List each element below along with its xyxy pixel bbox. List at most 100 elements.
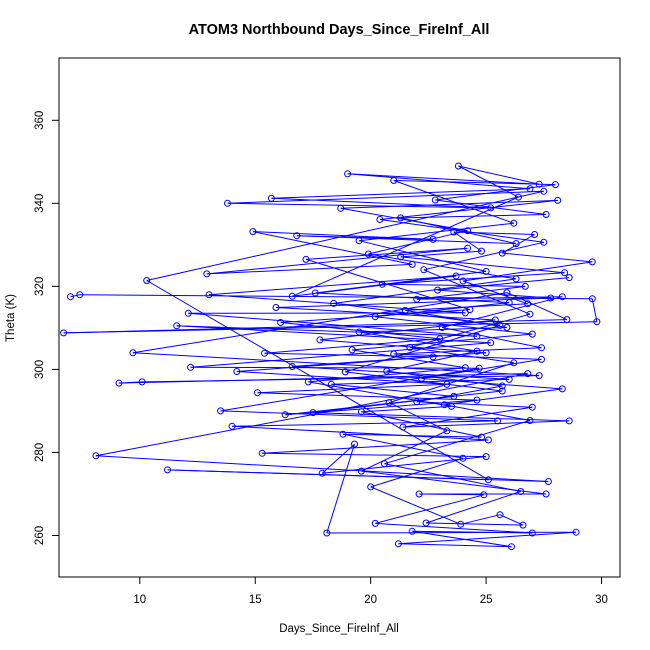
data-point bbox=[302, 255, 310, 263]
data-point bbox=[327, 380, 335, 388]
data-point bbox=[399, 423, 407, 431]
data-point bbox=[510, 359, 518, 367]
data-point bbox=[443, 380, 451, 388]
series-segment bbox=[400, 250, 482, 258]
x-tick-label: 20 bbox=[364, 594, 377, 606]
data-point bbox=[277, 319, 285, 326]
series-segment bbox=[393, 353, 542, 360]
series-segment bbox=[453, 231, 482, 252]
data-point bbox=[164, 466, 171, 474]
data-point bbox=[558, 385, 566, 393]
series-segment bbox=[425, 491, 521, 524]
data-point bbox=[588, 258, 596, 266]
y-tick-label: 260 bbox=[34, 526, 46, 545]
series-segment bbox=[412, 530, 533, 534]
series-segment bbox=[206, 263, 413, 275]
data-point bbox=[498, 249, 506, 257]
series-segment bbox=[421, 378, 563, 390]
series-segment bbox=[379, 219, 544, 243]
series-segment bbox=[342, 433, 482, 438]
series-segment bbox=[257, 392, 477, 401]
data-point bbox=[454, 162, 462, 170]
data-point bbox=[459, 277, 467, 285]
data-point bbox=[524, 370, 532, 378]
data-point bbox=[528, 330, 536, 338]
data-point bbox=[228, 422, 236, 430]
y-tick-label: 340 bbox=[34, 194, 46, 213]
series-segment bbox=[271, 188, 531, 199]
data-point bbox=[452, 272, 460, 280]
data-point bbox=[224, 199, 231, 207]
data-point bbox=[261, 349, 268, 357]
data-point bbox=[484, 476, 492, 484]
data-point bbox=[143, 277, 151, 284]
series-segment bbox=[444, 388, 563, 406]
data-point bbox=[318, 469, 326, 477]
data-point bbox=[267, 194, 275, 202]
series-segment bbox=[382, 283, 526, 287]
series-segment bbox=[340, 199, 558, 209]
series-segment bbox=[435, 184, 556, 201]
data-point bbox=[397, 253, 405, 261]
x-tick-label: 10 bbox=[133, 594, 146, 606]
data-point bbox=[459, 454, 467, 462]
series-segment bbox=[358, 240, 487, 272]
data-point bbox=[205, 291, 213, 299]
series-segment bbox=[384, 420, 531, 465]
series-segment bbox=[70, 294, 80, 298]
series-segment bbox=[312, 395, 454, 414]
data-point bbox=[355, 237, 363, 245]
data-point bbox=[487, 339, 495, 347]
data-point bbox=[348, 346, 356, 354]
series-segment bbox=[462, 280, 528, 305]
data-point bbox=[478, 247, 485, 255]
series-segment bbox=[375, 522, 533, 534]
data-point bbox=[521, 282, 529, 290]
data-point bbox=[434, 286, 442, 294]
series-segment bbox=[280, 309, 470, 323]
series-segment bbox=[326, 443, 355, 534]
series-segment bbox=[167, 469, 489, 481]
series-segment bbox=[462, 261, 593, 282]
data-point bbox=[526, 417, 534, 424]
data-point bbox=[547, 294, 555, 302]
data-point bbox=[367, 483, 375, 491]
data-point bbox=[406, 343, 414, 351]
data-point bbox=[475, 364, 483, 372]
data-point bbox=[138, 378, 146, 386]
data-point bbox=[482, 349, 490, 357]
data-point bbox=[413, 295, 421, 303]
series-segment bbox=[132, 292, 507, 354]
data-point bbox=[408, 527, 416, 535]
series-segment bbox=[296, 235, 517, 245]
series-segment bbox=[232, 425, 489, 441]
x-tick-label: 15 bbox=[249, 594, 262, 606]
series-segment bbox=[315, 270, 487, 294]
data-point bbox=[337, 204, 345, 212]
series-segment bbox=[442, 327, 542, 349]
series-segment bbox=[393, 180, 514, 224]
data-point bbox=[572, 528, 580, 536]
data-point bbox=[173, 322, 181, 330]
data-point bbox=[129, 349, 137, 357]
data-point bbox=[514, 193, 522, 201]
series-segment bbox=[442, 296, 563, 328]
series-segment bbox=[384, 463, 521, 492]
data-point bbox=[457, 520, 465, 528]
data-point bbox=[304, 378, 312, 386]
data-point bbox=[429, 235, 437, 243]
data-point bbox=[341, 368, 349, 376]
data-point bbox=[526, 310, 534, 318]
data-point bbox=[498, 382, 506, 390]
data-point bbox=[376, 216, 384, 223]
data-point bbox=[538, 355, 545, 363]
series-segment bbox=[319, 339, 487, 354]
series-segment bbox=[393, 180, 556, 186]
series-segment bbox=[232, 420, 498, 427]
data-point bbox=[443, 427, 451, 435]
data-point bbox=[512, 275, 520, 283]
series-segment bbox=[361, 430, 448, 472]
series-segment bbox=[382, 272, 565, 285]
y-tick-label: 300 bbox=[34, 360, 46, 379]
series-segment bbox=[502, 252, 593, 263]
